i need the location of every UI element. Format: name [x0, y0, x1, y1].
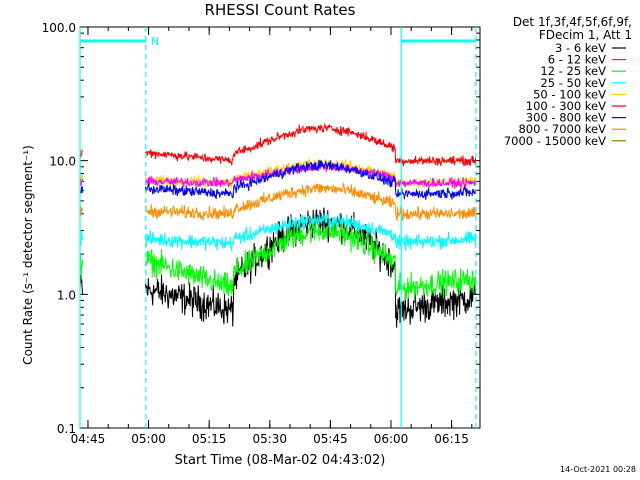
x-tick-label: 05:30	[252, 432, 287, 446]
x-axis-label: Start Time (08-Mar-02 04:43:02)	[174, 453, 386, 468]
chart-title: RHESSI Count Rates	[204, 1, 356, 19]
x-tick-label: 05:45	[313, 432, 348, 446]
series-line	[79, 162, 477, 189]
legend-label: 25 - 50 keV	[540, 76, 606, 90]
legend-label: 12 - 25 keV	[540, 64, 606, 78]
y-tick-label: 100.0	[42, 21, 76, 35]
legend-header-line-2: FDecim 1, Att 1	[538, 28, 632, 42]
x-tick-label: 05:00	[131, 432, 166, 446]
legend-label: 6 - 12 keV	[548, 53, 606, 67]
y-tick-label: 10.0	[49, 155, 76, 169]
series-line	[79, 213, 477, 252]
x-tick-label: 06:15	[434, 432, 469, 446]
x-tick-label: 06:00	[374, 432, 409, 446]
x-tick-label: 05:15	[192, 432, 227, 446]
y-tick-label: 1.0	[57, 288, 76, 302]
y-tick-label: 0.1	[57, 422, 76, 436]
x-tick-label: 04:45	[71, 432, 106, 446]
series-line	[79, 218, 477, 301]
series-line	[79, 159, 477, 200]
legend-label: 50 - 100 keV	[533, 87, 606, 101]
series-line	[79, 181, 477, 221]
flag-annotation: N	[151, 35, 159, 48]
legend-label: 3 - 6 keV	[555, 41, 606, 55]
legend-label: 100 - 300 keV	[526, 99, 606, 113]
legend-label: 7000 - 15000 keV	[504, 134, 606, 148]
footer-date: 14-Oct-2021 00:28	[560, 465, 636, 474]
series-line	[79, 122, 477, 167]
legend-label: 800 - 7000 keV	[518, 122, 606, 136]
legend-header-line-1: Det 1f,3f,4f,5f,6f,9f,	[512, 15, 632, 29]
legend-label: 300 - 800 keV	[526, 111, 606, 125]
